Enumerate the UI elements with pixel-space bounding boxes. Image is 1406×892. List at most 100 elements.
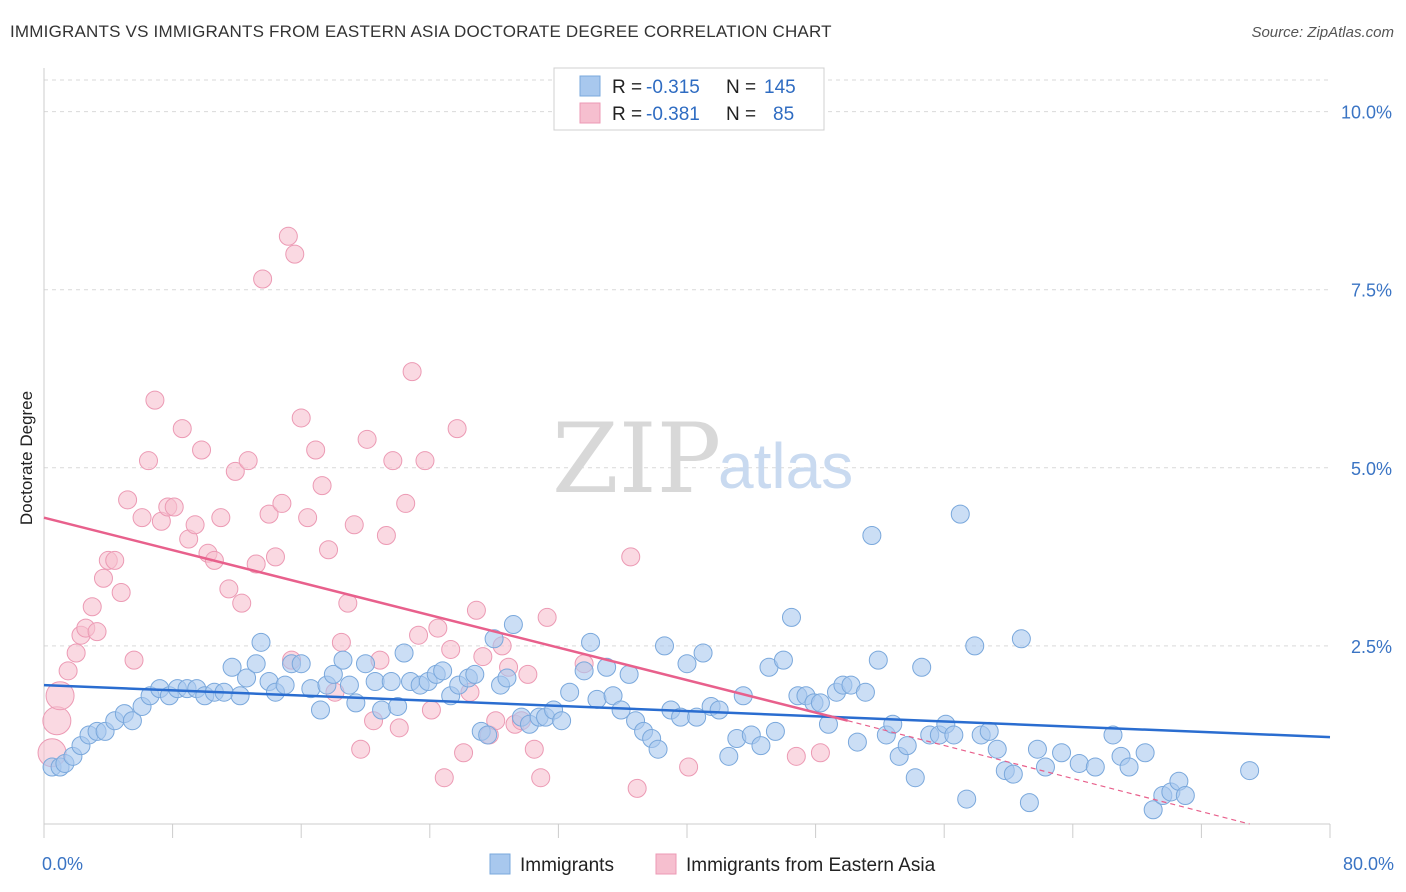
immigrants-point (654, 636, 674, 656)
immigrants-point (1085, 757, 1105, 777)
immigrants-point (648, 739, 668, 759)
immigrants-point (810, 693, 830, 713)
y-tick-label: 7.5% (1351, 281, 1392, 301)
immigrants-point (1135, 743, 1155, 763)
eastern-asia-point (87, 622, 107, 642)
eastern-asia-point (225, 461, 245, 481)
immigrants-point (388, 696, 408, 716)
x-tick-label-max: 80.0% (1343, 854, 1394, 874)
eastern-asia-point (45, 681, 75, 711)
eastern-asia-point (105, 550, 125, 570)
eastern-asia-point (396, 493, 416, 513)
immigrants-point (897, 736, 917, 756)
eastern-asia-point (232, 593, 252, 613)
immigrants-point (987, 739, 1007, 759)
eastern-asia-point (466, 600, 486, 620)
immigrants-point (1143, 800, 1163, 820)
immigrants-point (957, 789, 977, 809)
immigrants-point (275, 675, 295, 695)
chart-title: IMMIGRANTS VS IMMIGRANTS FROM EASTERN AS… (10, 22, 832, 41)
immigrants-point (433, 661, 453, 681)
eastern-asia-point (132, 508, 152, 528)
eastern-asia-point (42, 706, 72, 736)
immigrants-point (781, 607, 801, 627)
eastern-asia-point (172, 419, 192, 439)
immigrants-point (230, 686, 250, 706)
x-tick-label-min: 0.0% (42, 854, 83, 874)
eastern-asia-point (164, 497, 184, 517)
legend-swatch-blue (579, 75, 601, 97)
legend-swatch-pink (579, 102, 601, 124)
immigrants-point (847, 732, 867, 752)
legend-r-value-blue: -0.315 (646, 77, 700, 98)
immigrants-point (560, 682, 580, 702)
immigrants-point (587, 689, 607, 709)
immigrants-point (552, 711, 572, 731)
immigrants-point (484, 629, 504, 649)
eastern-asia-point (185, 515, 205, 535)
immigrants-point (603, 686, 623, 706)
legend-n-label-blue: N = (726, 77, 756, 98)
legend-n-label-pink: N = (726, 104, 756, 125)
eastern-asia-point (272, 493, 292, 513)
eastern-asia-point (627, 778, 647, 798)
eastern-asia-trend-extension (847, 720, 1250, 825)
eastern-asia-point (211, 508, 231, 528)
immigrants-point (497, 668, 517, 688)
eastern-asia-point (383, 451, 403, 471)
y-tick-label: 2.5% (1351, 637, 1392, 657)
immigrants-point (868, 650, 888, 670)
legend-r-value-pink: -0.381 (646, 104, 700, 125)
eastern-asia-point (441, 639, 461, 659)
immigrants-point (372, 700, 392, 720)
eastern-asia-point (454, 743, 474, 763)
immigrants-point (1027, 739, 1047, 759)
immigrants-point (237, 668, 257, 688)
eastern-asia-point (473, 647, 493, 667)
immigrants-trend-line (43, 683, 1331, 739)
immigrants-point (709, 700, 729, 720)
eastern-asia-point (138, 451, 158, 471)
bottom-legend-swatch-pink (655, 853, 677, 875)
immigrants-point (1011, 629, 1031, 649)
immigrants-point (251, 632, 271, 652)
eastern-asia-point (402, 362, 422, 382)
eastern-asia-point (389, 718, 409, 738)
y-tick-label: 5.0% (1351, 459, 1392, 479)
eastern-asia-point (66, 643, 86, 663)
bottom-legend: Immigrants Immigrants from Eastern Asia (489, 853, 936, 876)
immigrants-point (1175, 786, 1195, 806)
immigrants-point (356, 654, 375, 674)
bottom-legend-label-immigrants: Immigrants (520, 855, 614, 876)
legend-r-label-blue: R = (612, 77, 642, 98)
eastern-asia-point (344, 515, 364, 535)
immigrants-point (333, 650, 353, 670)
legend-r-label-pink: R = (612, 104, 642, 125)
immigrants-point (478, 725, 498, 745)
immigrants-point (855, 682, 875, 702)
immigrants-point (339, 675, 359, 695)
immigrants-point (719, 746, 739, 766)
immigrants-point (912, 657, 932, 677)
eastern-asia-point (246, 554, 266, 574)
eastern-asia-point (259, 504, 279, 524)
immigrants-point (773, 650, 793, 670)
eastern-asia-point (219, 579, 239, 599)
eastern-asia-point (312, 476, 332, 496)
immigrants-point (905, 768, 925, 788)
eastern-asia-point (111, 582, 131, 602)
y-axis-title: Doctorate Degree (17, 391, 36, 525)
eastern-asia-point (278, 226, 298, 246)
eastern-asia-point (810, 743, 830, 763)
trend-lines (43, 516, 1331, 825)
immigrants-point (310, 700, 330, 720)
legend-n-value-pink: 85 (773, 104, 794, 125)
legend-n-value-blue: 145 (764, 77, 796, 98)
eastern-asia-point (124, 650, 144, 670)
immigrants-point (465, 664, 485, 684)
eastern-asia-point (319, 540, 339, 560)
eastern-asia-point (621, 547, 641, 567)
eastern-asia-point (447, 419, 467, 439)
watermark: ZIP atlas (552, 403, 853, 515)
